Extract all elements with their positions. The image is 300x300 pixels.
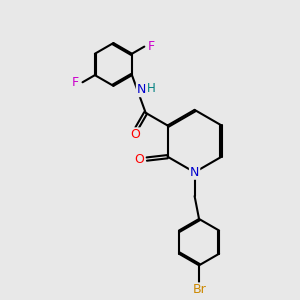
Text: O: O — [130, 128, 140, 141]
Text: Br: Br — [193, 284, 206, 296]
Text: F: F — [71, 76, 79, 89]
Text: N: N — [137, 83, 146, 96]
Text: F: F — [147, 40, 155, 52]
Text: H: H — [147, 82, 155, 95]
Text: N: N — [190, 166, 199, 179]
Text: O: O — [134, 153, 144, 166]
